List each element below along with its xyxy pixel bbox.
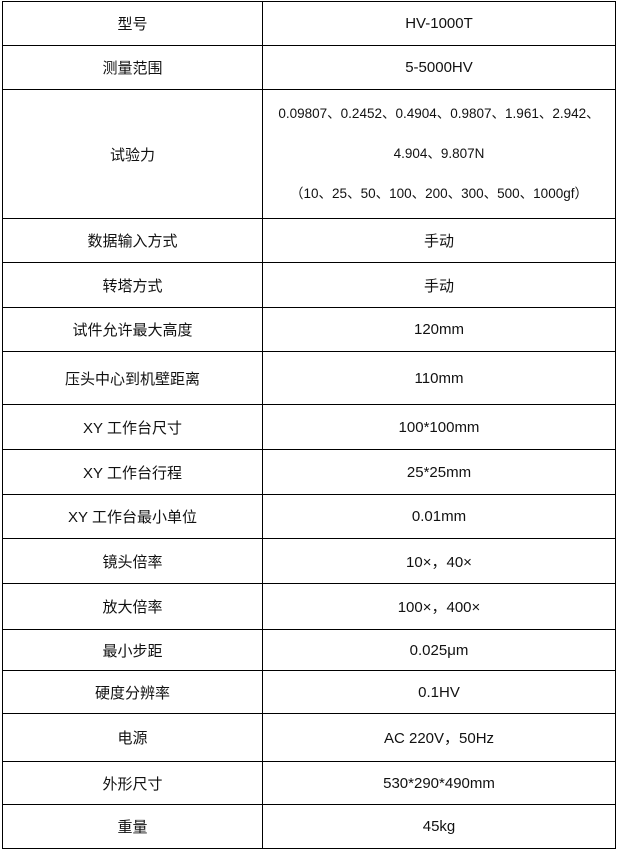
table-row: 重量 45kg [2,804,616,849]
spec-label-cell: 数据输入方式 [2,218,263,263]
spec-value-cell: 100×，400× [262,583,616,630]
table-row: 试件允许最大高度 120mm [2,307,616,352]
table-row: 压头中心到机壁距离 110mm [2,351,616,405]
spec-value-cell: 25*25mm [262,449,616,495]
spec-label-cell: 试验力 [2,89,263,219]
table-row: 硬度分辨率 0.1HV [2,670,616,714]
table-row: 外形尺寸 530*290*490mm [2,761,616,805]
table-row: 测量范围 5-5000HV [2,45,616,90]
table-row: 电源 AC 220V，50Hz [2,713,616,762]
spec-label-cell: 重量 [2,804,263,849]
spec-value-cell: 手动 [262,262,616,308]
spec-value-cell: 100*100mm [262,404,616,450]
table-row: 转塔方式 手动 [2,262,616,308]
spec-label-cell: 试件允许最大高度 [2,307,263,352]
spec-label-cell: 测量范围 [2,45,263,90]
table-row: 最小步距 0.025μm [2,629,616,671]
spec-label-cell: 压头中心到机壁距离 [2,351,263,405]
table-row: 数据输入方式 手动 [2,218,616,263]
spec-value-cell: 110mm [262,351,616,405]
table-row: 型号 HV-1000T [2,1,616,46]
spec-label-cell: 硬度分辨率 [2,670,263,714]
test-force-line: （10、25、50、100、200、300、500、1000gf） [290,186,588,201]
spec-value-cell: AC 220V，50Hz [262,713,616,762]
spec-value-cell: 530*290*490mm [262,761,616,805]
spec-label-cell: 电源 [2,713,263,762]
table-row: XY 工作台尺寸 100*100mm [2,404,616,450]
test-force-line: 4.904、9.807N [393,146,485,161]
spec-label-cell: 镜头倍率 [2,538,263,584]
spec-value-cell: HV-1000T [262,1,616,46]
spec-label-cell: 型号 [2,1,263,46]
table-row: XY 工作台最小单位 0.01mm [2,494,616,539]
spec-value-cell: 手动 [262,218,616,263]
spec-value-cell: 45kg [262,804,616,849]
table-row: 放大倍率 100×，400× [2,583,616,630]
spec-label-cell: 转塔方式 [2,262,263,308]
spec-label-cell: XY 工作台最小单位 [2,494,263,539]
spec-value-cell: 120mm [262,307,616,352]
spec-value-cell: 0.09807、0.2452、0.4904、0.9807、1.961、2.942… [262,89,616,219]
spec-label-cell: 放大倍率 [2,583,263,630]
spec-label-cell: XY 工作台尺寸 [2,404,263,450]
spec-label-cell: 外形尺寸 [2,761,263,805]
table-row: 镜头倍率 10×，40× [2,538,616,584]
spec-value-cell: 10×，40× [262,538,616,584]
spec-value-cell: 0.025μm [262,629,616,671]
spec-label-cell: XY 工作台行程 [2,449,263,495]
spec-value-cell: 0.1HV [262,670,616,714]
table-row: XY 工作台行程 25*25mm [2,449,616,495]
spec-value-cell: 5-5000HV [262,45,616,90]
test-force-line: 0.09807、0.2452、0.4904、0.9807、1.961、2.942… [278,106,600,121]
table-row: 试验力 0.09807、0.2452、0.4904、0.9807、1.961、2… [2,89,616,219]
spec-label-cell: 最小步距 [2,629,263,671]
spec-value-cell: 0.01mm [262,494,616,539]
